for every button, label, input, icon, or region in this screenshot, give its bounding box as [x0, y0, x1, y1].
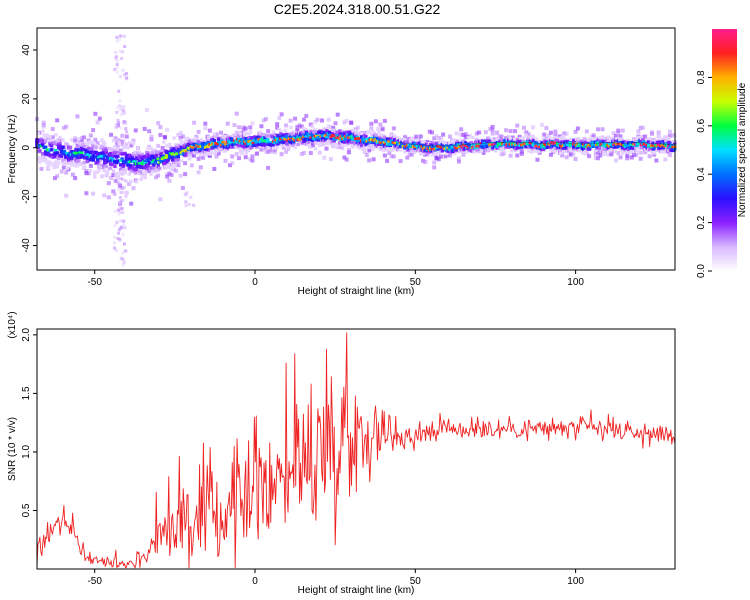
spectrogram-marks [35, 124, 677, 184]
spectrogram-y-tick-label: 20 [21, 93, 32, 105]
snr-series-line [36, 332, 676, 569]
spectrogram-chart: -50 0 50 100 40 20 0 -20 -40 Height of straight… [7, 27, 677, 297]
snr-frame [36, 328, 676, 570]
spectrogram-y-tick-label: -20 [21, 189, 32, 204]
snr-x-label: Height of straight line (km) [298, 585, 415, 596]
spectrogram-x-tick-label: 0 [252, 277, 258, 288]
colorbar: 0.0 0.2 0.4 0.6 0.8 Normalized spectral ampl… [696, 29, 748, 278]
snr-y-tick-label: 0.5 [21, 503, 32, 517]
spectrogram-x-label: Height of straight line (km) [298, 286, 415, 297]
snr-y-ticks: 0.5 1.0 1.5 2.0 [21, 327, 37, 517]
spectrogram-y-label: Frequency (Hz) [7, 115, 18, 184]
colorbar-tick-label: 0.0 [696, 264, 707, 278]
spectrogram-x-ticks: -50 0 50 100 [87, 270, 584, 288]
spectrogram-y-tick-label: -40 [21, 238, 32, 253]
spectrogram-y-tick-label: 0 [21, 145, 32, 151]
colorbar-tick-label: 0.2 [696, 215, 707, 229]
figure-title: C2E5.2024.318.00.51.G22 [274, 1, 441, 17]
colorbar-label: Normalized spectral amplitude [737, 82, 748, 217]
snr-scale-label: (x10⁴) [7, 311, 18, 338]
snr-x-ticks: -50 0 50 100 [87, 569, 584, 587]
snr-x-tick-label: -50 [87, 576, 102, 587]
colorbar-tick-label: 0.6 [696, 118, 707, 132]
colorbar-gradient [712, 29, 737, 271]
spectrogram-x-tick-label: 100 [567, 277, 584, 288]
snr-y-tick-label: 1.0 [21, 445, 32, 459]
spectrogram-y-tick-label: 40 [21, 44, 32, 56]
snr-y-tick-label: 2.0 [21, 327, 32, 341]
snr-y-label: SNR (10 * v/v) [7, 417, 18, 481]
spectrogram-x-tick-label: 50 [410, 277, 422, 288]
colorbar-ticks: 0.0 0.2 0.4 0.6 0.8 [696, 70, 712, 278]
snr-chart: -50 0 50 100 0.5 1.0 1.5 2.0 (x10⁴) Height of … [7, 311, 676, 596]
spectrogram-y-ticks: 40 20 0 -20 -40 [21, 44, 37, 253]
snr-x-tick-label: 0 [252, 576, 258, 587]
colorbar-tick-label: 0.4 [696, 167, 707, 181]
snr-x-tick-label: 50 [410, 576, 422, 587]
snr-y-tick-label: 1.5 [21, 386, 32, 400]
spectrogram-x-tick-label: -50 [87, 277, 102, 288]
spectrogram-frame [36, 27, 676, 271]
colorbar-tick-label: 0.8 [696, 70, 707, 84]
snr-x-tick-label: 100 [567, 576, 584, 587]
